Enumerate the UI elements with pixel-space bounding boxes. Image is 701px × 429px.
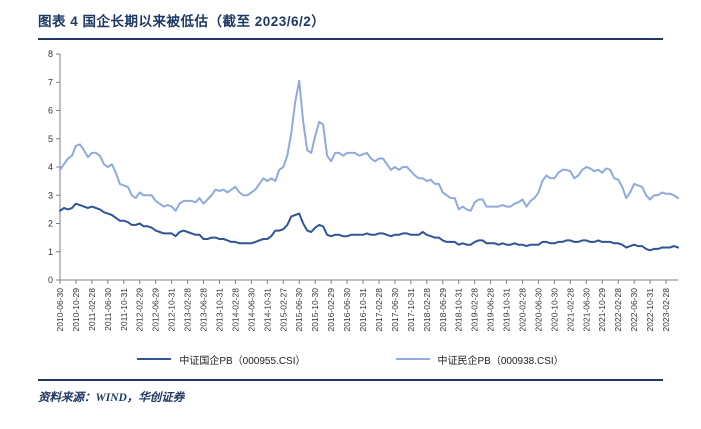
figure-footer: 资料来源：WIND，华创证券 bbox=[38, 379, 663, 406]
svg-text:2016-06-30: 2016-06-30 bbox=[342, 288, 352, 332]
svg-text:2010-06-30: 2010-06-30 bbox=[55, 288, 65, 332]
svg-text:2023-02-28: 2023-02-28 bbox=[661, 288, 671, 332]
svg-text:2011-06-30: 2011-06-30 bbox=[103, 288, 113, 331]
page-title: 图表 4 国企长期以来被低估（截至 2023/6/2） bbox=[38, 14, 326, 29]
svg-text:2011-02-28: 2011-02-28 bbox=[87, 288, 97, 331]
svg-text:2017-10-31: 2017-10-31 bbox=[406, 288, 416, 332]
svg-text:2021-02-28: 2021-02-28 bbox=[565, 288, 575, 332]
legend-swatch bbox=[395, 358, 430, 360]
svg-text:2020-02-28: 2020-02-28 bbox=[518, 288, 528, 332]
svg-text:2021-06-30: 2021-06-30 bbox=[581, 288, 591, 332]
svg-text:4: 4 bbox=[48, 162, 53, 172]
svg-text:2022-10-31: 2022-10-31 bbox=[645, 288, 655, 332]
svg-text:2013-02-28: 2013-02-28 bbox=[183, 288, 193, 332]
svg-text:2019-10-31: 2019-10-31 bbox=[502, 288, 512, 332]
svg-text:2018-06-29: 2018-06-29 bbox=[438, 288, 448, 332]
svg-text:0: 0 bbox=[48, 275, 53, 285]
svg-text:2012-10-31: 2012-10-31 bbox=[167, 288, 177, 332]
svg-text:2014-02-28: 2014-02-28 bbox=[230, 288, 240, 332]
chart-area: 0 1 2 3 4 5 6 7 8 2010-06-30 2010-10-29 2011-02-28 2… bbox=[22, 44, 693, 353]
svg-text:2017-02-28: 2017-02-28 bbox=[374, 288, 384, 332]
svg-text:2012-02-29: 2012-02-29 bbox=[135, 288, 145, 332]
legend-item-private: 中证民企PB（000938.CSI） bbox=[395, 352, 564, 367]
svg-text:2018-02-28: 2018-02-28 bbox=[422, 288, 432, 332]
svg-text:2011-10-31: 2011-10-31 bbox=[119, 288, 129, 331]
legend-swatch bbox=[137, 358, 172, 360]
svg-text:2015-02-27: 2015-02-27 bbox=[278, 288, 288, 332]
svg-text:2013-10-31: 2013-10-31 bbox=[215, 288, 225, 332]
svg-text:2012-06-29: 2012-06-29 bbox=[151, 288, 161, 332]
svg-text:2018-10-31: 2018-10-31 bbox=[454, 288, 464, 332]
svg-text:2014-06-30: 2014-06-30 bbox=[246, 288, 256, 332]
svg-text:2020-06-30: 2020-06-30 bbox=[534, 288, 544, 332]
svg-text:2022-06-30: 2022-06-30 bbox=[629, 288, 639, 332]
legend-item-soe: 中证国企PB（000955.CSI） bbox=[137, 352, 306, 367]
svg-text:2013-06-28: 2013-06-28 bbox=[199, 288, 209, 332]
svg-text:2022-02-28: 2022-02-28 bbox=[613, 288, 623, 332]
chart-legend: 中证国企PB（000955.CSI） 中证民企PB（000938.CSI） bbox=[0, 351, 701, 367]
svg-text:2021-10-29: 2021-10-29 bbox=[597, 288, 607, 332]
svg-text:7: 7 bbox=[48, 77, 53, 87]
figure-header: 图表 4 国企长期以来被低估（截至 2023/6/2） bbox=[38, 10, 663, 40]
svg-text:3: 3 bbox=[48, 190, 53, 200]
svg-text:2010-10-29: 2010-10-29 bbox=[71, 288, 81, 332]
svg-text:5: 5 bbox=[48, 134, 53, 144]
svg-text:8: 8 bbox=[48, 49, 53, 59]
svg-text:2016-10-31: 2016-10-31 bbox=[358, 288, 368, 332]
source-note: 资料来源：WIND，华创证券 bbox=[38, 392, 185, 404]
svg-text:2015-06-30: 2015-06-30 bbox=[294, 288, 304, 332]
svg-text:2020-10-30: 2020-10-30 bbox=[549, 288, 559, 332]
svg-text:2014-10-31: 2014-10-31 bbox=[262, 288, 272, 332]
legend-label: 中证国企PB（000955.CSI） bbox=[179, 355, 306, 367]
pb-line-chart: 0 1 2 3 4 5 6 7 8 2010-06-30 2010-10-29 2011-02-28 2… bbox=[48, 49, 679, 332]
legend-label: 中证民企PB（000938.CSI） bbox=[437, 355, 564, 367]
svg-text:6: 6 bbox=[48, 106, 53, 116]
svg-text:2019-06-28: 2019-06-28 bbox=[486, 288, 496, 332]
svg-text:2019-02-28: 2019-02-28 bbox=[470, 288, 480, 332]
svg-text:2016-02-29: 2016-02-29 bbox=[326, 288, 336, 332]
svg-text:2017-06-30: 2017-06-30 bbox=[390, 288, 400, 332]
svg-text:1: 1 bbox=[48, 247, 53, 257]
svg-text:2: 2 bbox=[48, 219, 53, 229]
svg-text:2015-10-30: 2015-10-30 bbox=[310, 288, 320, 332]
